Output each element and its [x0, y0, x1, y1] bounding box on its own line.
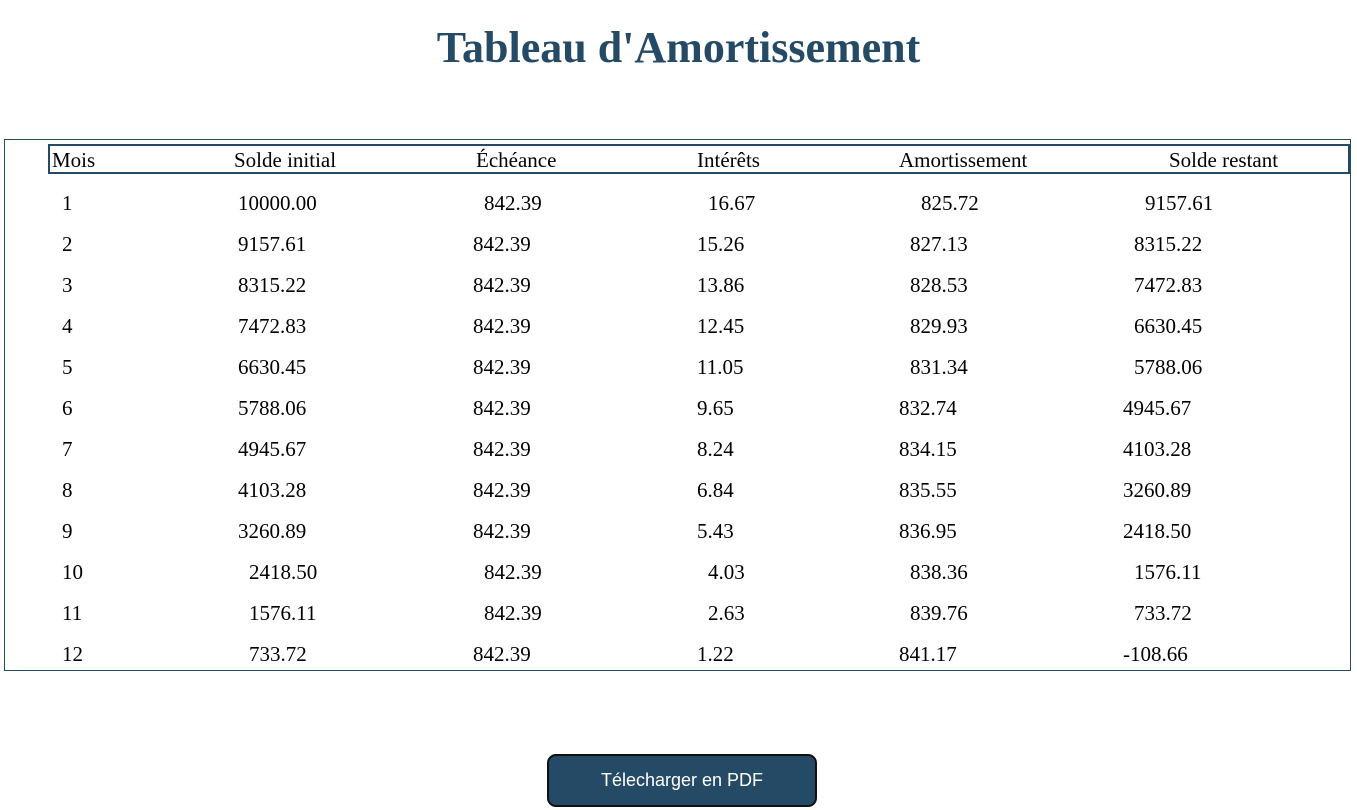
table-header-row: Mois Solde initial Échéance Intérêts Amo… [48, 144, 1350, 174]
cell-solde-initial: 4103.28 [238, 478, 307, 502]
cell-interets: 5.43 [697, 519, 734, 543]
table-row: 9 3260.89 842.39 5.43 836.95 2418.50 [5, 511, 1350, 552]
cell-echeance: 842.39 [473, 232, 531, 256]
cell-interets: 15.26 [697, 232, 745, 256]
cell-solde-restant: 7472.83 [1134, 273, 1203, 297]
cell-echeance: 842.39 [473, 519, 531, 543]
cell-mois: 2 [62, 232, 73, 256]
cell-amortissement: 832.74 [899, 396, 957, 420]
cell-mois: 7 [62, 437, 73, 461]
cell-amortissement: 838.36 [910, 560, 968, 584]
cell-interets: 9.65 [697, 396, 734, 420]
cell-solde-restant: 5788.06 [1134, 355, 1203, 379]
cell-mois: 12 [62, 642, 83, 666]
download-pdf-button[interactable]: Télecharger en PDF [547, 754, 817, 807]
cell-solde-restant: 1576.11 [1134, 560, 1202, 584]
cell-interets: 16.67 [708, 191, 756, 215]
cell-solde-restant: 4103.28 [1123, 437, 1192, 461]
amortization-table: Mois Solde initial Échéance Intérêts Amo… [4, 139, 1351, 671]
cell-interets: 13.86 [697, 273, 745, 297]
table-row: 8 4103.28 842.39 6.84 835.55 3260.89 [5, 470, 1350, 511]
cell-amortissement: 828.53 [910, 273, 968, 297]
cell-amortissement: 827.13 [910, 232, 968, 256]
cell-amortissement: 834.15 [899, 437, 957, 461]
cell-echeance: 842.39 [484, 191, 542, 215]
table-row: 11 1576.11 842.39 2.63 839.76 733.72 [5, 593, 1350, 634]
cell-amortissement: 835.55 [899, 478, 957, 502]
cell-echeance: 842.39 [473, 396, 531, 420]
cell-echeance: 842.39 [484, 560, 542, 584]
header-echeance: Échéance [476, 148, 557, 172]
cell-solde-restant: -108.66 [1123, 642, 1188, 666]
cell-echeance: 842.39 [473, 314, 531, 338]
cell-interets: 1.22 [697, 642, 734, 666]
table-row: 12 733.72 842.39 1.22 841.17 -108.66 [5, 634, 1350, 675]
cell-interets: 2.63 [708, 601, 745, 625]
cell-mois: 10 [62, 560, 83, 584]
header-solde-initial: Solde initial [234, 148, 337, 172]
table-row: 6 5788.06 842.39 9.65 832.74 4945.67 [5, 388, 1350, 429]
cell-mois: 1 [62, 191, 73, 215]
cell-solde-initial: 9157.61 [238, 232, 307, 256]
cell-solde-initial: 7472.83 [238, 314, 307, 338]
cell-solde-restant: 2418.50 [1123, 519, 1192, 543]
header-mois: Mois [52, 148, 96, 172]
cell-mois: 5 [62, 355, 73, 379]
page-title: Tableau d'Amortissement [436, 23, 921, 72]
cell-amortissement: 839.76 [910, 601, 968, 625]
cell-interets: 4.03 [708, 560, 745, 584]
header-interets: Intérêts [697, 148, 760, 172]
cell-solde-initial: 4945.67 [238, 437, 307, 461]
cell-solde-initial: 3260.89 [238, 519, 307, 543]
cell-mois: 11 [62, 601, 83, 625]
cell-mois: 3 [62, 273, 73, 297]
cell-solde-initial: 10000.00 [238, 191, 317, 215]
cell-echeance: 842.39 [473, 478, 531, 502]
cell-echeance: 842.39 [473, 273, 531, 297]
cell-interets: 12.45 [697, 314, 745, 338]
cell-echeance: 842.39 [473, 642, 531, 666]
cell-echeance: 842.39 [484, 601, 542, 625]
cell-solde-initial: 733.72 [249, 642, 307, 666]
table-row: 4 7472.83 842.39 12.45 829.93 6630.45 [5, 306, 1350, 347]
table-row: 3 8315.22 842.39 13.86 828.53 7472.83 [5, 265, 1350, 306]
cell-amortissement: 841.17 [899, 642, 957, 666]
cell-solde-initial: 2418.50 [249, 560, 318, 584]
cell-interets: 6.84 [697, 478, 734, 502]
cell-solde-restant: 733.72 [1134, 601, 1192, 625]
cell-solde-restant: 9157.61 [1145, 191, 1214, 215]
cell-mois: 8 [62, 478, 73, 502]
table-row: 5 6630.45 842.39 11.05 831.34 5788.06 [5, 347, 1350, 388]
header-solde-restant: Solde restant [1169, 148, 1279, 172]
cell-echeance: 842.39 [473, 437, 531, 461]
cell-mois: 6 [62, 396, 73, 420]
table-row: 7 4945.67 842.39 8.24 834.15 4103.28 [5, 429, 1350, 470]
cell-solde-initial: 1576.11 [249, 601, 317, 625]
cell-mois: 9 [62, 519, 73, 543]
cell-amortissement: 836.95 [899, 519, 957, 543]
cell-interets: 8.24 [697, 437, 734, 461]
cell-amortissement: 829.93 [910, 314, 968, 338]
cell-solde-initial: 8315.22 [238, 273, 307, 297]
cell-echeance: 842.39 [473, 355, 531, 379]
header-amortissement: Amortissement [899, 148, 1028, 172]
table-row: 1 10000.00 842.39 16.67 825.72 9157.61 [5, 183, 1350, 224]
cell-solde-restant: 3260.89 [1123, 478, 1192, 502]
cell-amortissement: 831.34 [910, 355, 968, 379]
table-row: 10 2418.50 842.39 4.03 838.36 1576.11 [5, 552, 1350, 593]
cell-interets: 11.05 [697, 355, 744, 379]
cell-solde-initial: 5788.06 [238, 396, 307, 420]
cell-solde-initial: 6630.45 [238, 355, 307, 379]
cell-solde-restant: 8315.22 [1134, 232, 1203, 256]
cell-mois: 4 [62, 314, 73, 338]
table-row: 2 9157.61 842.39 15.26 827.13 8315.22 [5, 224, 1350, 265]
cell-solde-restant: 6630.45 [1134, 314, 1203, 338]
cell-solde-restant: 4945.67 [1123, 396, 1192, 420]
cell-amortissement: 825.72 [921, 191, 979, 215]
